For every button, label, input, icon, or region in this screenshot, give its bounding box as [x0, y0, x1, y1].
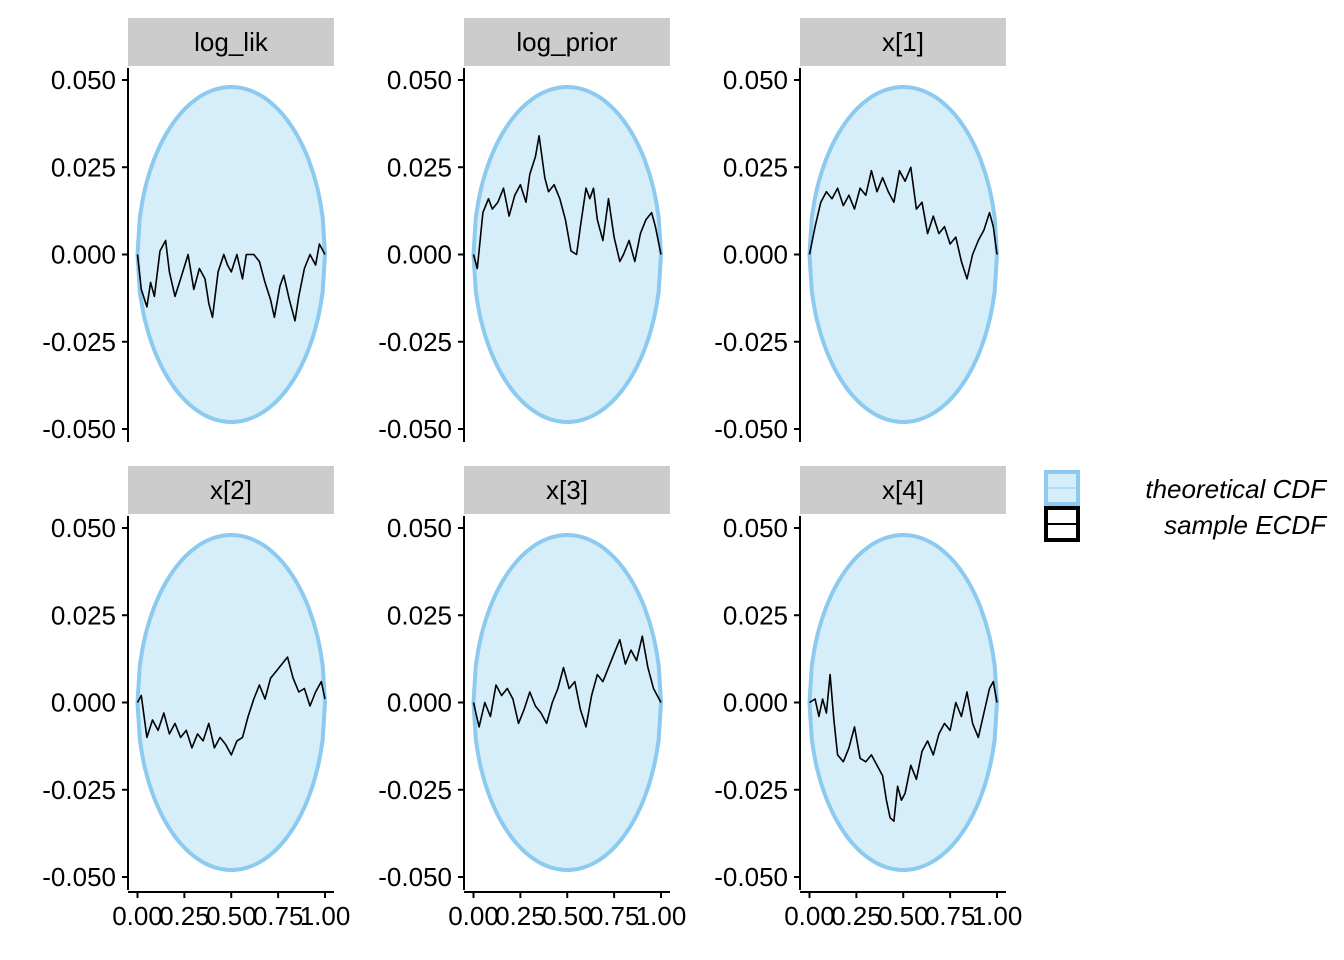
x-tick-label: 1.00	[636, 901, 687, 931]
x-tick-label: 0.50	[542, 901, 593, 931]
legend: theoretical CDF sample ECDF	[1044, 470, 1328, 542]
facet-label: log_prior	[516, 27, 618, 57]
facet-strip	[128, 18, 334, 66]
y-tick-label: -0.050	[42, 862, 116, 892]
x-tick-label: 0.00	[448, 901, 499, 931]
facet-label: x[1]	[882, 27, 924, 57]
theoretical-cdf-band	[135, 533, 327, 872]
x-tick-label: 0.50	[878, 901, 929, 931]
x-tick-label: 1.00	[300, 901, 351, 931]
x-tick-label: 0.25	[831, 901, 882, 931]
x-tick-label: 0.25	[495, 901, 546, 931]
facet-strip	[800, 18, 1006, 66]
theoretical-cdf-band	[807, 85, 999, 424]
theoretical-cdf-band	[135, 85, 327, 424]
facet-panel: x[2]-0.050-0.0250.0000.0250.0500.000.250…	[42, 466, 350, 931]
x-tick-label: 0.00	[784, 901, 835, 931]
x-tick-label: 0.25	[159, 901, 210, 931]
facet-panel: x[4]-0.050-0.0250.0000.0250.0500.000.250…	[714, 466, 1022, 931]
sample-ecdf-line	[472, 135, 662, 270]
x-tick-label: 0.75	[253, 901, 304, 931]
y-tick-label: -0.050	[378, 862, 452, 892]
legend-label: sample ECDF	[1164, 510, 1328, 540]
facet-strip	[464, 18, 670, 66]
x-tick-label: 0.75	[589, 901, 640, 931]
y-tick-label: 0.000	[51, 688, 116, 718]
y-tick-label: 0.025	[51, 152, 116, 182]
facet-strip	[128, 466, 334, 514]
y-tick-label: -0.025	[42, 775, 116, 805]
theoretical-cdf-band	[471, 533, 663, 872]
y-tick-label: 0.050	[51, 513, 116, 543]
y-tick-label: -0.025	[714, 327, 788, 357]
sample-ecdf-line	[136, 656, 326, 756]
y-tick-label: 0.025	[723, 152, 788, 182]
y-tick-label: -0.025	[42, 327, 116, 357]
facet-label: x[2]	[210, 475, 252, 505]
sample-ecdf-line	[808, 166, 998, 280]
facet-label: x[4]	[882, 475, 924, 505]
x-tick-label: 0.75	[925, 901, 976, 931]
y-tick-label: 0.050	[723, 65, 788, 95]
y-tick-label: 0.000	[51, 240, 116, 270]
y-tick-label: -0.050	[714, 862, 788, 892]
y-tick-label: 0.025	[387, 152, 452, 182]
facet-label: log_lik	[194, 27, 269, 57]
y-tick-label: 0.000	[723, 240, 788, 270]
legend-label: theoretical CDF	[1145, 474, 1328, 504]
y-tick-label: 0.000	[387, 688, 452, 718]
y-tick-label: 0.050	[387, 65, 452, 95]
y-tick-label: 0.050	[723, 513, 788, 543]
y-tick-label: -0.025	[378, 775, 452, 805]
y-tick-label: 0.000	[723, 688, 788, 718]
facet-label: x[3]	[546, 475, 588, 505]
y-tick-label: 0.000	[387, 240, 452, 270]
y-tick-label: -0.050	[42, 414, 116, 444]
facet-panel: log_lik -0.050 -0.025 0.000 0.025 0.050	[42, 18, 334, 444]
facet-strip	[464, 466, 670, 514]
x-tick-label: 1.00	[972, 901, 1023, 931]
y-tick-label: -0.050	[714, 414, 788, 444]
y-tick-label: 0.050	[387, 513, 452, 543]
x-tick-label: 0.50	[206, 901, 257, 931]
y-tick-label: 0.025	[387, 600, 452, 630]
facet-panel: x[3]-0.050-0.0250.0000.0250.0500.000.250…	[378, 466, 686, 931]
facet-strip	[800, 466, 1006, 514]
y-tick-label: -0.025	[378, 327, 452, 357]
y-tick-label: 0.025	[51, 600, 116, 630]
sample-ecdf-line	[809, 673, 998, 823]
y-tick-label: 0.050	[51, 65, 116, 95]
x-tick-label: 0.00	[112, 901, 163, 931]
facet-panel: log_prior -0.050 -0.025 0.000 0.025 0.050	[378, 18, 670, 444]
sample-ecdf-line	[472, 635, 662, 728]
y-tick-label: -0.050	[378, 414, 452, 444]
y-tick-label: -0.025	[714, 775, 788, 805]
y-tick-label: 0.025	[723, 600, 788, 630]
sample-ecdf-line	[136, 239, 326, 322]
facet-panel: x[1] -0.050 -0.025 0.000 0.025 0.050	[714, 18, 1006, 444]
